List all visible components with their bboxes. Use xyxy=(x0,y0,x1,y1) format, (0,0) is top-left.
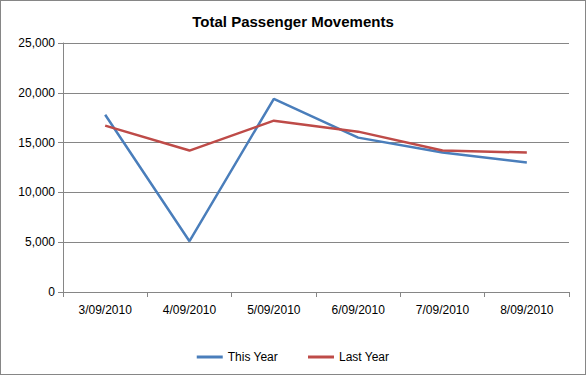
svg-text:10,000: 10,000 xyxy=(18,185,55,199)
svg-text:0: 0 xyxy=(48,285,55,299)
svg-text:4/09/2010: 4/09/2010 xyxy=(163,303,217,317)
svg-text:25,000: 25,000 xyxy=(18,36,55,50)
svg-text:8/09/2010: 8/09/2010 xyxy=(500,303,554,317)
svg-text:7/09/2010: 7/09/2010 xyxy=(416,303,470,317)
svg-text:20,000: 20,000 xyxy=(18,86,55,100)
svg-text:Total Passenger Movements: Total Passenger Movements xyxy=(192,13,393,30)
svg-text:15,000: 15,000 xyxy=(18,136,55,150)
svg-text:3/09/2010: 3/09/2010 xyxy=(78,303,132,317)
svg-text:Last Year: Last Year xyxy=(339,350,389,364)
svg-text:6/09/2010: 6/09/2010 xyxy=(331,303,385,317)
svg-text:5/09/2010: 5/09/2010 xyxy=(247,303,301,317)
svg-text:This Year: This Year xyxy=(228,350,278,364)
svg-text:5,000: 5,000 xyxy=(25,235,55,249)
